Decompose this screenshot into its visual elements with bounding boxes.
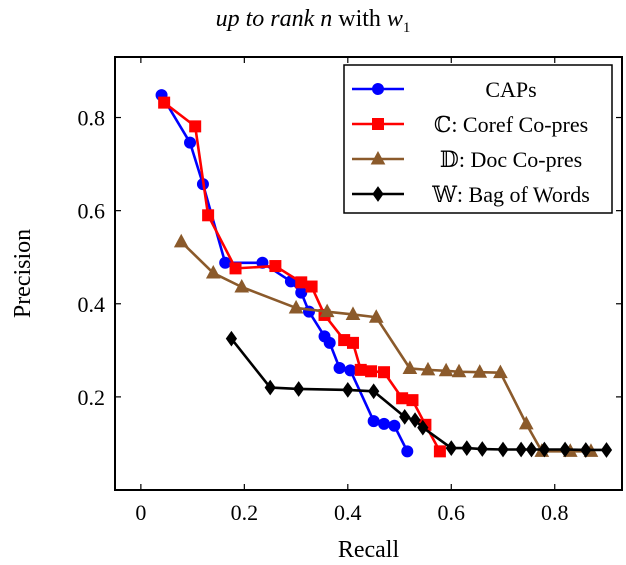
data-point xyxy=(451,363,467,378)
data-point xyxy=(433,445,446,458)
x-axis-label: Recall xyxy=(338,537,400,563)
data-point xyxy=(600,442,613,458)
data-point xyxy=(378,366,391,379)
data-point xyxy=(288,299,304,314)
data-point xyxy=(293,381,305,397)
axis-ticks: 0 0.2 0.4 0.6 0.8 0.2 0.4 0.6 0.8 xyxy=(78,57,622,525)
data-point xyxy=(365,365,378,378)
data-point xyxy=(345,306,361,320)
data-point xyxy=(497,441,509,458)
data-point xyxy=(229,262,242,275)
data-point xyxy=(438,362,454,377)
legend-label: 𝕎: Bag of Words xyxy=(431,182,590,207)
data-point xyxy=(476,441,488,457)
series-layer xyxy=(155,89,613,458)
data-point xyxy=(295,286,308,299)
data-point xyxy=(399,409,411,425)
x-tick-label: 0.2 xyxy=(231,500,259,525)
data-point xyxy=(189,120,202,133)
x-tick-label: 0.6 xyxy=(438,500,466,525)
legend-marker xyxy=(372,186,384,202)
data-point xyxy=(406,394,419,407)
data-point xyxy=(269,260,282,273)
data-point xyxy=(472,364,488,378)
data-point xyxy=(158,96,171,109)
data-point xyxy=(264,379,276,396)
data-point xyxy=(202,209,215,222)
data-point xyxy=(346,336,359,349)
y-axis-label: Precision xyxy=(10,229,36,318)
data-point xyxy=(333,362,346,375)
y-tick-label: 0.2 xyxy=(78,385,106,410)
legend-entry: 𝕎: Bag of Words xyxy=(352,182,590,207)
data-point xyxy=(559,441,571,458)
x-tick-label: 0 xyxy=(135,500,146,525)
data-point xyxy=(538,441,551,458)
series-diamond xyxy=(225,330,613,458)
data-point xyxy=(402,360,418,374)
data-point xyxy=(396,392,409,405)
title-plain-part: with xyxy=(332,6,387,32)
legend-label: 𝔻: Doc Co-pres xyxy=(440,147,583,172)
data-point xyxy=(184,136,197,149)
data-point xyxy=(173,233,189,248)
legend-label: ℂ: Coref Co-pres xyxy=(434,112,588,137)
legend-entry: 𝔻: Doc Co-pres xyxy=(352,147,582,172)
data-point xyxy=(417,419,429,436)
title-math-subscript: 1 xyxy=(402,19,411,36)
legend-label: CAPs xyxy=(485,77,536,102)
data-point xyxy=(323,336,336,349)
data-point xyxy=(493,364,508,379)
data-point xyxy=(525,441,538,458)
chart-title: up to rank n with w1 xyxy=(0,6,626,37)
legend-marker xyxy=(372,118,384,130)
legend: CAPs ℂ: Coref Co-pres 𝔻: Doc Co-pres 𝕎: Bag… xyxy=(343,64,613,214)
data-point xyxy=(344,364,357,377)
x-tick-label: 0.4 xyxy=(334,500,362,525)
y-tick-label: 0.6 xyxy=(78,199,106,224)
data-point xyxy=(388,419,401,432)
data-point xyxy=(368,383,380,400)
data-point xyxy=(580,442,592,458)
data-point xyxy=(354,363,367,376)
data-point xyxy=(518,415,534,430)
data-point xyxy=(367,415,380,428)
series-line xyxy=(230,337,607,452)
title-math-symbol: w xyxy=(386,6,403,32)
y-tick-label: 0.8 xyxy=(78,106,106,131)
data-point xyxy=(205,264,221,279)
data-point xyxy=(342,382,354,398)
data-point xyxy=(409,412,421,429)
data-point xyxy=(368,309,384,323)
data-point xyxy=(295,276,308,289)
plot-frame xyxy=(114,56,623,491)
data-point xyxy=(401,445,414,458)
data-point xyxy=(378,417,391,430)
data-point xyxy=(319,303,335,318)
data-point xyxy=(461,440,473,456)
x-tick-label: 0.8 xyxy=(541,500,569,525)
data-point xyxy=(234,278,250,293)
data-point xyxy=(219,256,232,269)
legend-marker xyxy=(372,83,384,95)
data-point xyxy=(515,441,527,458)
y-tick-label: 0.4 xyxy=(78,292,106,317)
data-point xyxy=(225,330,238,347)
legend-entry: CAPs xyxy=(352,77,537,102)
legend-entry: ℂ: Coref Co-pres xyxy=(352,112,588,137)
data-point xyxy=(420,361,436,376)
legend-marker xyxy=(370,150,386,165)
data-point xyxy=(445,440,457,456)
title-italic-part: up to rank n xyxy=(215,6,333,32)
data-point xyxy=(305,280,318,293)
